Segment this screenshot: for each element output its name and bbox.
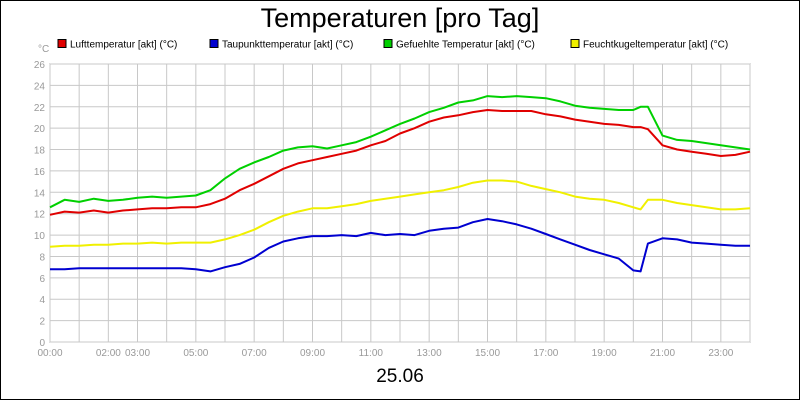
y-tick-label: 0: [39, 338, 45, 349]
legend-label: Gefuehlte Temperatur [akt] (°C): [396, 40, 535, 51]
x-tick-label: 17:00: [533, 348, 558, 359]
y-tick-label: 18: [34, 146, 46, 157]
legend-label: Lufttemperatur [akt] (°C): [70, 40, 177, 51]
x-axis-ticks: 00:00 02:00 03:00 05:00 07:00 09:00 11:00 13:00…: [37, 348, 733, 359]
x-tick-label: 23:00: [708, 348, 733, 359]
series-lines: [49, 95, 751, 273]
x-tick-label: 15:00: [475, 348, 500, 359]
y-tick-label: 8: [39, 252, 45, 263]
y-unit-label: °C: [38, 44, 49, 55]
y-tick-label: 20: [34, 124, 46, 135]
y-tick-label: 24: [34, 81, 46, 92]
x-tick-label: 03:00: [125, 348, 150, 359]
x-tick-label: 11:00: [359, 348, 384, 359]
y-tick-label: 4: [39, 295, 45, 306]
legend-label: Taupunkttemperatur [akt] (°C): [222, 40, 353, 51]
legend-swatch: [209, 39, 219, 48]
y-tick-label: 22: [34, 103, 46, 114]
x-tick-label: 13:00: [417, 348, 442, 359]
y-tick-label: 14: [34, 188, 46, 199]
grid: [49, 63, 751, 343]
y-tick-label: 10: [34, 231, 46, 242]
series-line-2: [50, 218, 750, 273]
y-tick-label: 2: [39, 317, 45, 328]
x-tick-label: 09:00: [300, 348, 325, 359]
series-line-3: [49, 95, 751, 209]
series-line-1: [49, 109, 751, 216]
chart-title: Temperaturen [pro Tag]: [260, 3, 540, 33]
y-tick-label: 12: [34, 210, 46, 221]
x-tick-label: 02:00: [96, 348, 121, 359]
y-tick-label: 26: [34, 60, 46, 71]
date-label: 25.06: [376, 366, 424, 387]
x-tick-label: 19:00: [592, 348, 617, 359]
legend-swatch: [57, 39, 67, 48]
series-line-4: [49, 179, 751, 248]
x-tick-label: 21:00: [650, 348, 675, 359]
legend-label: Feuchtkugeltemperatur [akt] (°C): [583, 40, 728, 51]
x-tick-label: 07:00: [242, 348, 267, 359]
x-tick-label: 00:00: [37, 348, 62, 359]
legend-swatch: [570, 39, 580, 48]
legend: Lufttemperatur [akt] (°C) Taupunkttempera…: [57, 39, 728, 51]
y-tick-label: 16: [34, 167, 46, 178]
legend-swatch: [383, 39, 393, 48]
y-tick-label: 6: [39, 274, 45, 285]
x-tick-label: 05:00: [183, 348, 208, 359]
